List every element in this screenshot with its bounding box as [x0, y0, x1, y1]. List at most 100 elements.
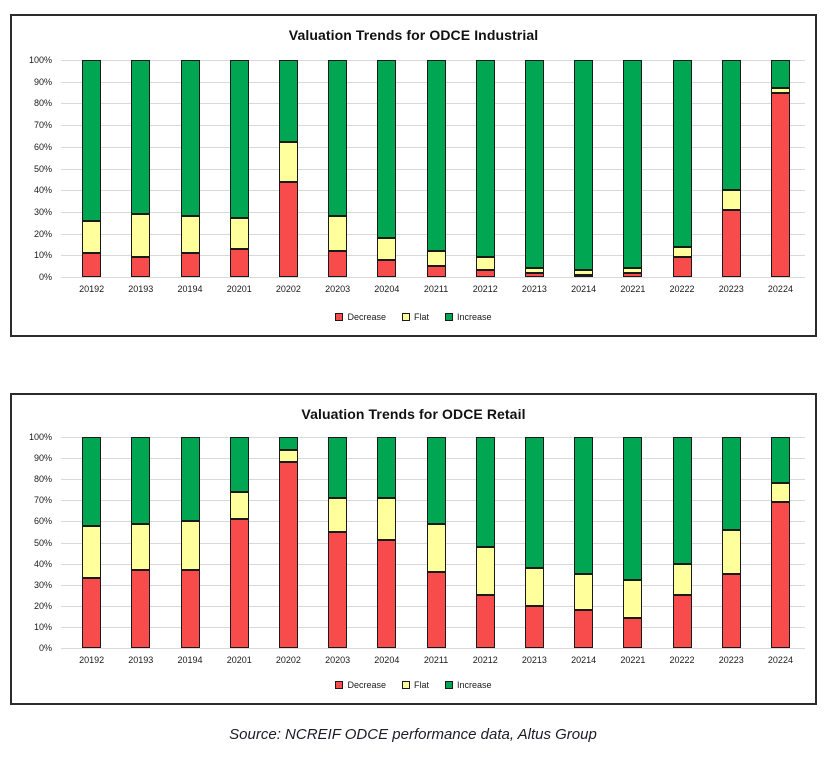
bar-segment-flat [623, 268, 643, 273]
bar-segment-decrease [180, 253, 200, 277]
y-tick-label: 70% [33, 495, 52, 506]
bar-segment-decrease [721, 209, 741, 277]
x-tick-label: 20201 [226, 284, 252, 294]
bar-slot [313, 60, 362, 277]
x-tick-label: 20221 [620, 284, 646, 294]
bar-segment-flat [131, 523, 151, 570]
x-tick-label: 20193 [128, 655, 154, 665]
bar-slot [67, 60, 116, 277]
y-tick-label: 0% [38, 643, 52, 653]
bar-segment-increase [623, 60, 643, 269]
bar-slot [707, 437, 756, 648]
y-tick-label: 50% [33, 163, 52, 174]
bar-segment-flat [524, 268, 544, 273]
stacked-bar [672, 60, 692, 277]
y-tick-label: 60% [33, 141, 52, 152]
bar-slot [264, 60, 313, 277]
chart-frame-industrial: Valuation Trends for ODCE Industrial 100… [10, 14, 817, 337]
legend: Decrease Flat Increase [12, 312, 815, 322]
stacked-bar [623, 437, 643, 648]
y-tick-label: 10% [33, 621, 52, 632]
bar-segment-decrease [82, 253, 102, 277]
y-tick-label: 10% [33, 250, 52, 261]
y-tick-label: 20% [33, 600, 52, 611]
bar-segment-flat [377, 237, 397, 260]
legend-swatch-increase [445, 681, 453, 689]
bar-segment-increase [229, 437, 249, 492]
bar-slot [116, 437, 165, 648]
bar-segment-increase [180, 437, 200, 522]
bar-slot [215, 437, 264, 648]
bar-slot [165, 437, 214, 648]
x-tick-label: 20224 [767, 655, 793, 665]
stacked-bar [721, 60, 741, 277]
bar-slot [116, 60, 165, 277]
bar-segment-increase [721, 60, 741, 191]
x-tick-label: 20223 [718, 655, 744, 665]
bar-slot [756, 437, 805, 648]
bar-segment-flat [770, 483, 790, 503]
bar-segment-increase [82, 60, 102, 221]
x-tick-label: 20194 [177, 284, 203, 294]
bar-segment-increase [475, 60, 495, 258]
bar-segment-increase [574, 60, 594, 271]
bar-segment-increase [180, 60, 200, 217]
bar-segment-increase [770, 60, 790, 89]
bar-segment-flat [721, 529, 741, 575]
legend-swatch-decrease [335, 313, 344, 321]
bar-segment-increase [278, 437, 298, 450]
bar-slot [510, 60, 559, 277]
bar-segment-flat [672, 563, 692, 596]
plot-area [61, 60, 805, 278]
y-tick-label: 40% [33, 185, 52, 196]
bar-segment-decrease [721, 574, 741, 648]
legend-swatch-decrease [335, 681, 344, 689]
x-tick-label: 20203 [325, 284, 351, 294]
bar-segment-decrease [475, 595, 495, 648]
bar-slot [657, 437, 706, 648]
stacked-bar [770, 437, 790, 648]
legend-label: Increase [457, 312, 492, 322]
bar-segment-flat [278, 142, 298, 182]
bar-slot [461, 437, 510, 648]
bar-segment-flat [229, 218, 249, 249]
y-tick-label: 20% [33, 228, 52, 239]
y-tick-label: 80% [33, 98, 52, 109]
bar-segment-decrease [82, 578, 102, 648]
stacked-bar [131, 437, 151, 648]
legend-label: Decrease [347, 312, 386, 322]
bar-slot [657, 60, 706, 277]
bar-segment-decrease [131, 569, 151, 648]
y-tick-label: 100% [28, 432, 52, 442]
stacked-bar [180, 60, 200, 277]
bar-segment-increase [377, 60, 397, 238]
x-tick-label: 20221 [620, 655, 646, 665]
bar-slot [362, 60, 411, 277]
legend-swatch-flat [401, 681, 410, 689]
legend-item: Increase [445, 312, 492, 322]
bar-segment-flat [180, 216, 200, 254]
x-tick-label: 20193 [128, 284, 154, 294]
bar-segment-decrease [672, 257, 692, 277]
x-tick-label: 20203 [325, 655, 351, 665]
chart-title: Valuation Trends for ODCE Industrial [288, 27, 539, 43]
legend-item: Flat [401, 680, 429, 690]
bar-segment-increase [721, 437, 741, 530]
x-tick-label: 20212 [472, 655, 498, 665]
x-tick-label: 20223 [718, 284, 744, 294]
bar-segment-flat [131, 214, 151, 258]
bar-segment-increase [623, 437, 643, 581]
chart-frame-retail: Valuation Trends for ODCE Retail 100% 90%… [10, 393, 817, 705]
stacked-bar [328, 60, 348, 277]
legend-item: Flat [401, 312, 429, 322]
bar-segment-flat [524, 567, 544, 606]
bar-segment-flat [229, 491, 249, 520]
bar-slot [264, 437, 313, 648]
stacked-bar [82, 60, 102, 277]
bar-segment-decrease [574, 610, 594, 648]
y-tick-label: 90% [33, 76, 52, 87]
bar-segment-decrease [328, 531, 348, 648]
bar-slot [313, 437, 362, 648]
bar-segment-flat [180, 521, 200, 570]
